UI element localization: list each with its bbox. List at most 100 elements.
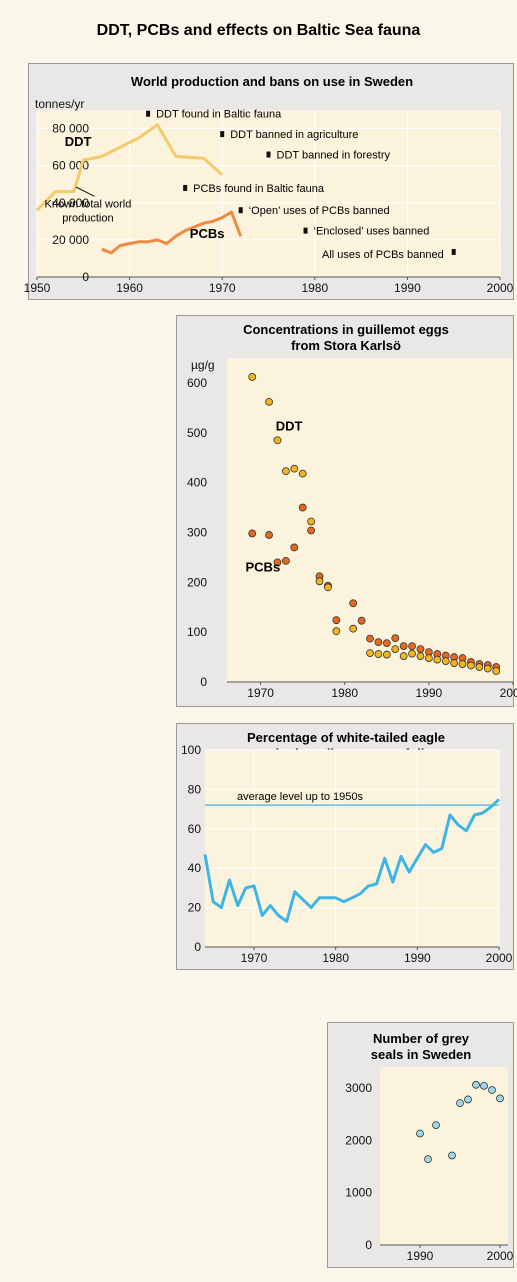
data-point-ddt xyxy=(441,657,450,665)
data-point-pcbs xyxy=(298,503,307,512)
chart-seals: Number of grey seals in Sweden 1990 2000 0 10… xyxy=(345,1031,514,1263)
series-label-pcbs: PCBs xyxy=(246,559,281,574)
y-tick-label: 200 xyxy=(187,575,207,589)
data-point-seal xyxy=(480,1081,488,1090)
data-point-ddt xyxy=(307,517,316,526)
event-marker xyxy=(303,227,308,234)
data-point-ddt xyxy=(458,660,467,668)
y-tick-label: 0 xyxy=(365,1238,372,1252)
data-point-seal xyxy=(432,1121,440,1130)
x-tick-label: 1990 xyxy=(416,686,443,700)
event-marker xyxy=(238,207,243,214)
series-line-eagle xyxy=(203,798,501,923)
plot-area xyxy=(205,750,499,947)
series-line-ddt xyxy=(35,123,224,212)
data-point-seal xyxy=(464,1095,472,1104)
data-point-pcbs xyxy=(391,634,400,643)
data-point-pcbs xyxy=(399,642,408,651)
data-point-ddt xyxy=(416,652,425,660)
data-point-seal xyxy=(424,1155,432,1164)
y-tick-label: 300 xyxy=(187,525,207,539)
y-tick-label: 20 000 xyxy=(52,233,89,247)
x-tick-label: 2000 xyxy=(487,1249,514,1263)
data-point-ddt xyxy=(475,663,484,671)
y-tick-label: 40 xyxy=(188,861,202,875)
x-tick-label: 1970 xyxy=(247,686,274,700)
data-point-ddt xyxy=(248,373,257,381)
series-label-ddt: DDT xyxy=(276,418,303,433)
data-point-ddt xyxy=(273,436,282,445)
data-point-ddt xyxy=(483,664,492,673)
chart-eagle: Percentage of white-tailed eaglepairs br… xyxy=(181,730,513,965)
data-point-pcbs xyxy=(366,634,374,643)
plot-area xyxy=(227,358,513,682)
data-point-ddt xyxy=(408,649,416,658)
event-marker xyxy=(146,110,151,117)
y-tick-label: 2000 xyxy=(345,1133,372,1147)
data-point-pcbs xyxy=(382,639,391,648)
data-point-ddt xyxy=(366,649,374,657)
annotation-text: DDT found in Baltic fauna xyxy=(156,109,282,121)
y-tick-label: 0 xyxy=(194,940,201,954)
annotation-text: All uses of PCBs banned xyxy=(322,249,444,261)
x-tick-label: 1970 xyxy=(241,951,268,965)
event-marker xyxy=(451,248,456,255)
series-label-pcbs: PCBs xyxy=(190,226,225,241)
event-marker xyxy=(266,151,271,158)
event-marker xyxy=(220,131,225,138)
y-tick-label: 500 xyxy=(187,426,207,440)
y-tick-label: 100 xyxy=(181,743,201,757)
chart-production: World production and bans on use in Swed… xyxy=(24,74,514,295)
x-tick-label: 2000 xyxy=(487,281,514,295)
chart-guillemot: Concentrations in guillemot eggs from Sto… xyxy=(187,322,517,700)
data-point-pcbs xyxy=(416,645,425,654)
y-tick-label: 80 000 xyxy=(52,122,89,136)
annotation-text: DDT banned in forestry xyxy=(277,150,391,162)
data-point-seal xyxy=(456,1099,464,1108)
event-marker xyxy=(183,184,188,191)
panel-seals: Number of grey seals in Sweden 1990 2000 0 10… xyxy=(327,1022,514,1268)
data-point-ddt xyxy=(391,645,400,654)
y-axis-label: tonnes/yr xyxy=(35,97,84,111)
data-point-pcbs xyxy=(357,616,366,625)
x-tick-label: 1960 xyxy=(116,281,143,295)
x-tick-label: 1990 xyxy=(394,281,421,295)
y-tick-label: 3000 xyxy=(345,1081,372,1095)
y-tick-label: 600 xyxy=(187,376,207,390)
annotation-text: ‘Open’ uses of PCBs banned xyxy=(249,205,390,217)
data-point-ddt xyxy=(450,659,459,667)
x-tick-label: 2000 xyxy=(500,686,517,700)
data-point-ddt xyxy=(467,661,475,670)
y-tick-label: 0 xyxy=(200,675,207,689)
x-tick-label: 2000 xyxy=(486,951,513,965)
data-point-ddt xyxy=(424,654,433,662)
data-point-ddt xyxy=(265,397,273,406)
data-point-pcbs xyxy=(332,616,341,625)
chart-title: Concentrations in guillemot eggs from Sto… xyxy=(243,322,449,353)
data-point-seal xyxy=(496,1094,504,1103)
annotation-text: DDT banned in agriculture xyxy=(230,129,358,141)
data-point-pcbs xyxy=(408,642,416,651)
data-point-pcbs xyxy=(307,526,316,535)
x-tick-label: 1980 xyxy=(322,951,349,965)
plot-area xyxy=(380,1067,508,1245)
y-tick-label: 0 xyxy=(82,270,89,284)
series-line-pcbs xyxy=(101,210,243,255)
data-point-seal xyxy=(416,1129,424,1138)
y-tick-label: 60 xyxy=(188,822,202,836)
y-tick-label: 400 xyxy=(187,476,207,490)
x-tick-label: 1980 xyxy=(301,281,328,295)
y-tick-label: 80 xyxy=(188,782,202,796)
reference-line-label: average level up to 1950s xyxy=(237,791,363,803)
annotation-text: PCBs found in Baltic fauna xyxy=(193,183,325,195)
panel-guillemot: Concentrations in guillemot eggs from Sto… xyxy=(176,315,517,707)
data-point-pcbs xyxy=(290,543,299,552)
data-point-pcbs xyxy=(248,529,257,538)
data-point-pcbs xyxy=(349,599,358,608)
data-point-pcbs xyxy=(273,558,282,567)
y-tick-label: 40 000 xyxy=(52,196,89,210)
annotation-pointer xyxy=(75,186,95,197)
y-axis-label: µg/g xyxy=(191,358,215,372)
data-point-seal xyxy=(448,1151,456,1160)
x-tick-label: 1990 xyxy=(407,1249,434,1263)
